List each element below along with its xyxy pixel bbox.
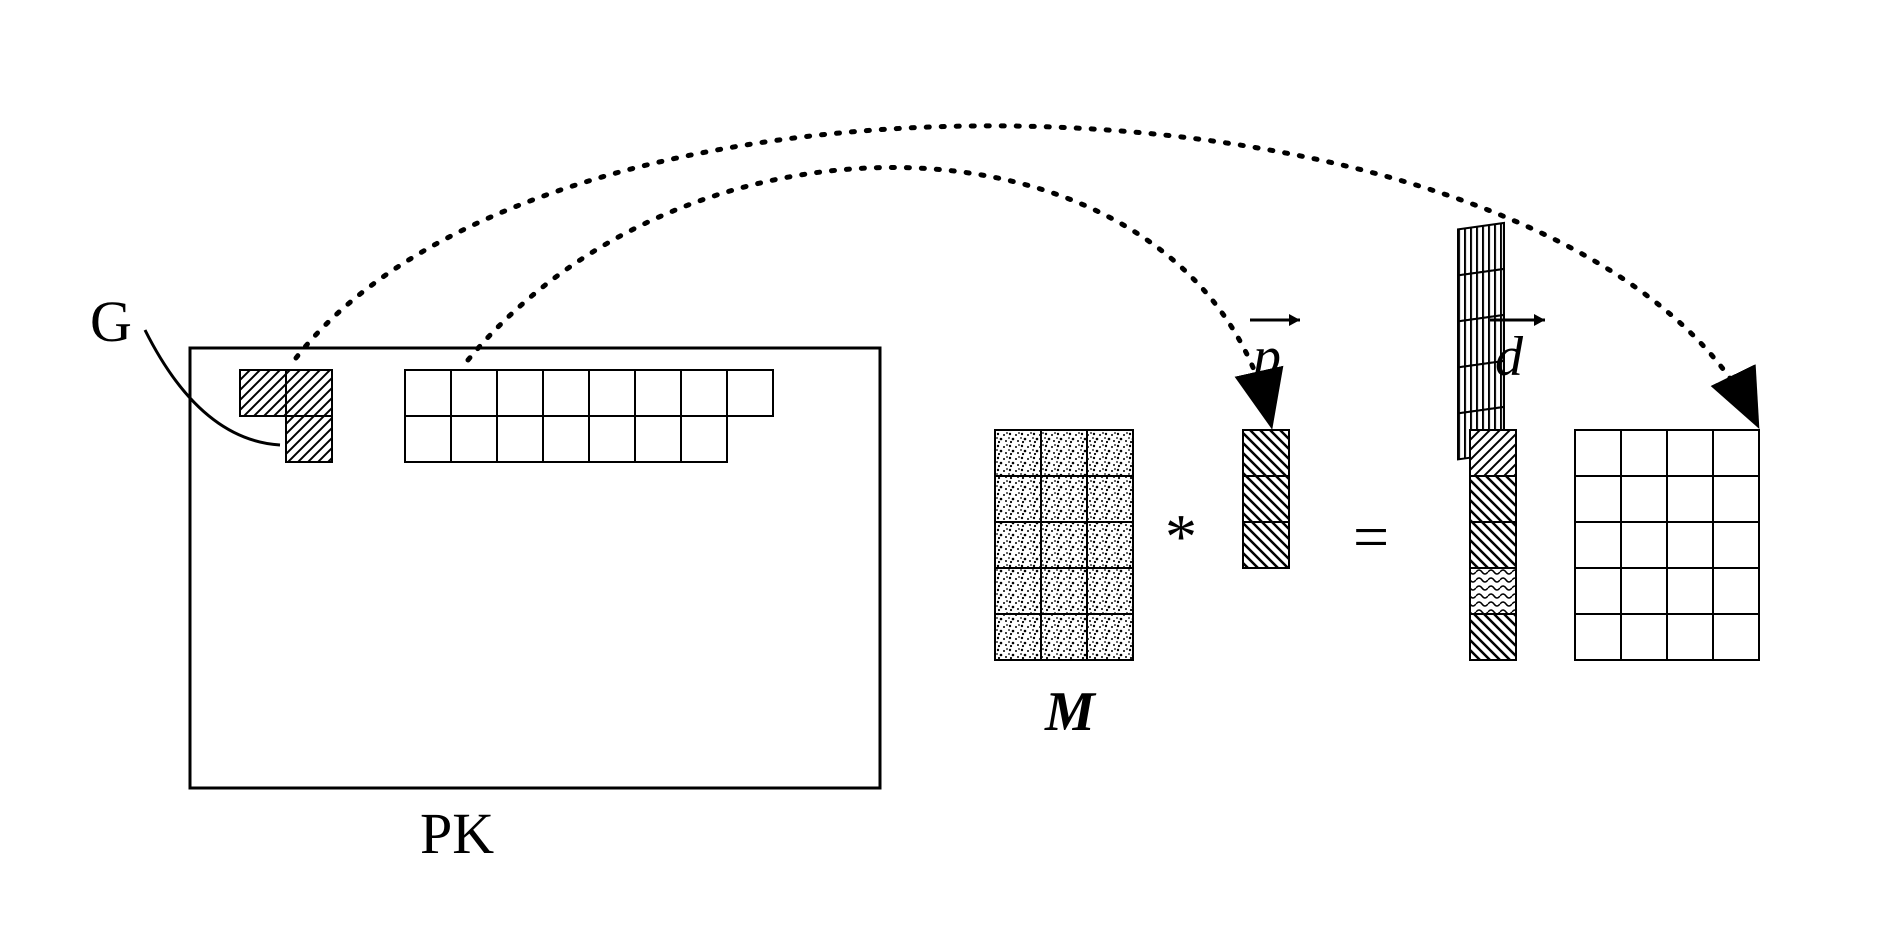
grid-right — [1575, 430, 1759, 660]
arrow-to-p — [468, 167, 1270, 420]
g-callout-line — [145, 330, 280, 445]
vector-d — [1458, 223, 1516, 660]
svg-overlay — [0, 0, 1893, 938]
label-equals: = — [1353, 500, 1389, 574]
label-d: d — [1495, 325, 1523, 389]
label-pk: PK — [420, 800, 494, 867]
matrix-m — [995, 430, 1133, 660]
pk-row-cells — [405, 370, 773, 462]
diagram-container: G PK M p d * = — [0, 0, 1893, 938]
label-m: M — [1045, 680, 1095, 744]
pk-box — [190, 348, 880, 788]
label-g: G — [90, 288, 132, 355]
vector-p — [1243, 430, 1289, 568]
label-times: * — [1165, 500, 1197, 574]
g-cells — [240, 370, 332, 462]
label-p: p — [1253, 325, 1281, 389]
arrow-to-d — [296, 126, 1755, 420]
